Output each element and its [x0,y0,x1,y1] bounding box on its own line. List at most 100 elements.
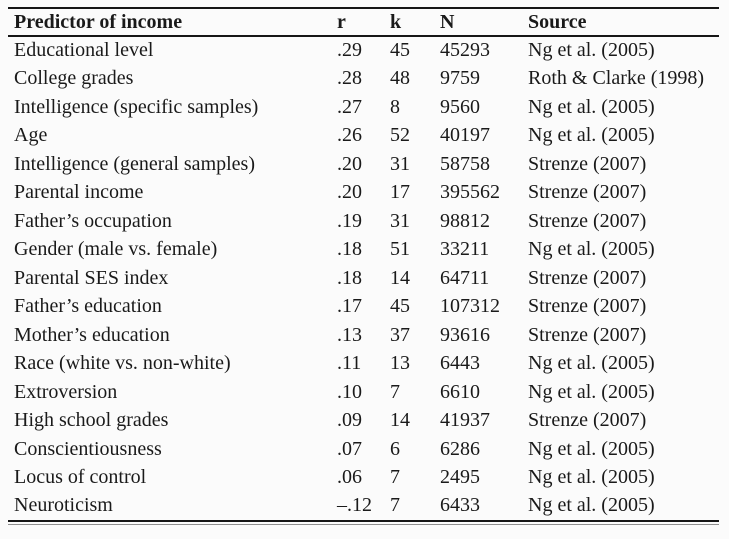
table-row: Neuroticism –.12 7 6433 Ng et al. (2005) [8,492,719,521]
cell-n: 41937 [440,409,490,432]
cell-source: Strenze (2007) [528,152,647,175]
cell-k: 31 [390,152,410,175]
cell-r: .27 [337,95,362,118]
cell-k: 13 [390,352,410,375]
table-row: Conscientiousness .07 6 6286 Ng et al. (… [8,435,719,464]
table-row: Gender (male vs. female) .18 51 33211 Ng… [8,236,719,265]
cell-r: –.12 [337,494,372,517]
cell-n: 40197 [440,124,490,147]
cell-k: 31 [390,209,410,232]
cell-n: 98812 [440,209,490,232]
cell-source: Ng et al. (2005) [528,494,655,517]
cell-predictor: Race (white vs. non-white) [14,352,231,375]
cell-predictor: Mother’s education [14,323,170,346]
cell-n: 9560 [440,95,480,118]
cell-n: 6443 [440,352,480,375]
cell-k: 7 [390,494,400,517]
cell-k: 6 [390,437,400,460]
cell-source: Strenze (2007) [528,181,647,204]
income-predictors-table-wrap: Predictor of income r k N Source Educati… [8,7,719,525]
cell-source: Strenze (2007) [528,295,647,318]
cell-n: 107312 [440,295,500,318]
table-row: Father’s occupation .19 31 98812 Strenze… [8,207,719,236]
cell-r: .10 [337,380,362,403]
table-row: Educational level .29 45 45293 Ng et al.… [8,36,719,65]
cell-k: 45 [390,39,410,62]
income-predictors-table: Predictor of income r k N Source Educati… [8,7,719,522]
cell-k: 37 [390,323,410,346]
cell-predictor: Educational level [14,39,154,62]
cell-predictor: Extroversion [14,380,118,403]
cell-n: 64711 [440,266,490,289]
cell-n: 6610 [440,380,480,403]
cell-k: 7 [390,466,400,489]
column-header-r: r [331,8,384,37]
cell-source: Ng et al. (2005) [528,466,655,489]
cell-source: Ng et al. (2005) [528,39,655,62]
column-header-n: N [434,8,522,37]
table-row: Intelligence (specific samples) .27 8 95… [8,93,719,122]
cell-r: .28 [337,67,362,90]
cell-r: .29 [337,39,362,62]
cell-k: 14 [390,266,410,289]
header-row: Predictor of income r k N Source [8,8,719,37]
bottom-thin-rule [8,523,719,525]
cell-predictor: Conscientiousness [14,437,162,460]
cell-r: .13 [337,323,362,346]
cell-source: Ng et al. (2005) [528,124,655,147]
cell-predictor: College grades [14,67,134,90]
cell-source: Roth & Clarke (1998) [528,67,705,90]
cell-n: 395562 [440,181,500,204]
table-row: High school grades .09 14 41937 Strenze … [8,407,719,436]
table-row: Father’s education .17 45 107312 Strenze… [8,293,719,322]
cell-source: Ng et al. (2005) [528,352,655,375]
cell-r: .20 [337,181,362,204]
column-header-predictor: Predictor of income [8,8,331,37]
cell-n: 58758 [440,152,490,175]
cell-predictor: Parental income [14,181,144,204]
column-header-source: Source [522,8,719,37]
cell-k: 7 [390,380,400,403]
cell-source: Ng et al. (2005) [528,437,655,460]
cell-source: Ng et al. (2005) [528,95,655,118]
column-header-k: k [384,8,434,37]
cell-n: 6286 [440,437,480,460]
cell-predictor: Neuroticism [14,494,113,517]
table-row: Extroversion .10 7 6610 Ng et al. (2005) [8,378,719,407]
cell-k: 51 [390,238,410,261]
cell-r: .17 [337,295,362,318]
cell-predictor: Locus of control [14,466,147,489]
cell-predictor: Intelligence (specific samples) [14,95,259,118]
cell-source: Strenze (2007) [528,209,647,232]
cell-r: .06 [337,466,362,489]
cell-n: 45293 [440,39,490,62]
cell-predictor: Father’s occupation [14,209,172,232]
table-row: College grades .28 48 9759 Roth & Clarke… [8,65,719,94]
table-header: Predictor of income r k N Source [8,8,719,37]
cell-r: .26 [337,124,362,147]
cell-r: .09 [337,409,362,432]
cell-source: Strenze (2007) [528,409,647,432]
cell-predictor: High school grades [14,409,169,432]
cell-k: 17 [390,181,410,204]
table-body: Educational level .29 45 45293 Ng et al.… [8,36,719,521]
cell-predictor: Intelligence (general samples) [14,152,255,175]
cell-r: .11 [337,352,362,375]
cell-source: Ng et al. (2005) [528,380,655,403]
table-row: Parental SES index .18 14 64711 Strenze … [8,264,719,293]
table-row: Intelligence (general samples) .20 31 58… [8,150,719,179]
cell-n: 33211 [440,238,490,261]
cell-source: Strenze (2007) [528,323,647,346]
cell-n: 93616 [440,323,490,346]
cell-k: 14 [390,409,410,432]
cell-predictor: Gender (male vs. female) [14,238,218,261]
table-row: Locus of control .06 7 2495 Ng et al. (2… [8,464,719,493]
cell-r: .18 [337,266,362,289]
cell-predictor: Parental SES index [14,266,169,289]
cell-n: 9759 [440,67,480,90]
table-row: Parental income .20 17 395562 Strenze (2… [8,179,719,208]
cell-k: 8 [390,95,400,118]
cell-k: 45 [390,295,410,318]
cell-k: 52 [390,124,410,147]
cell-r: .19 [337,209,362,232]
